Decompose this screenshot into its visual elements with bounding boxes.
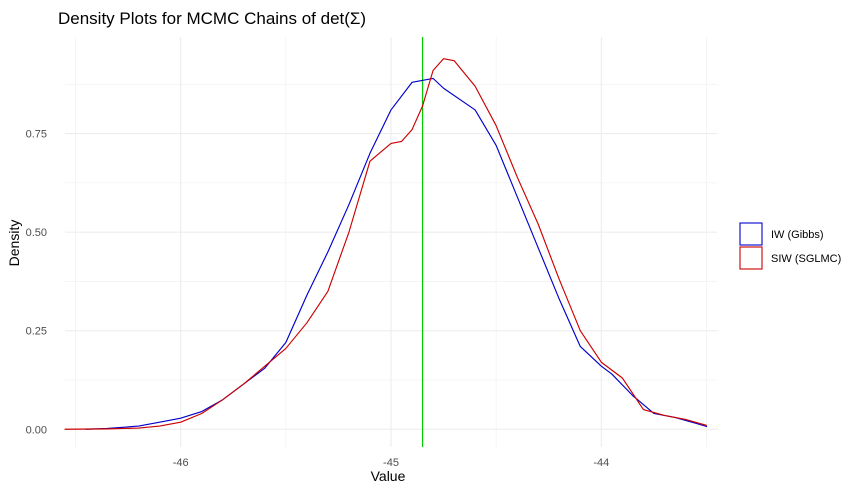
series-layer	[64, 58, 708, 430]
y-tick-label: 0.00	[26, 424, 47, 436]
legend-key-iw-gibbs	[739, 222, 763, 246]
y-tick-label: 0.75	[26, 129, 47, 141]
tick-labels: 0.00 0.25 0.50 0.75 -46 -45 -44	[26, 129, 610, 469]
y-axis-title: Density	[6, 220, 22, 267]
x-tick-label: -44	[593, 457, 609, 469]
series-line-siw-sglmc	[64, 58, 708, 430]
chart-title: Density Plots for MCMC Chains of det(Σ)	[58, 9, 366, 28]
legend: IW (Gibbs) SIW (SGLMC)	[739, 222, 841, 270]
legend-label-iw-gibbs: IW (Gibbs)	[771, 229, 824, 241]
x-tick-label: -45	[383, 457, 399, 469]
series-line-iw-gibbs	[85, 77, 708, 430]
grid-lines	[65, 37, 717, 447]
legend-label-siw-sglmc: SIW (SGLMC)	[771, 253, 841, 265]
legend-key-siw-sglmc	[739, 246, 763, 270]
x-axis-title: Value	[371, 468, 406, 484]
y-tick-label: 0.25	[26, 326, 47, 338]
x-tick-label: -46	[173, 457, 189, 469]
y-tick-label: 0.50	[26, 227, 47, 239]
